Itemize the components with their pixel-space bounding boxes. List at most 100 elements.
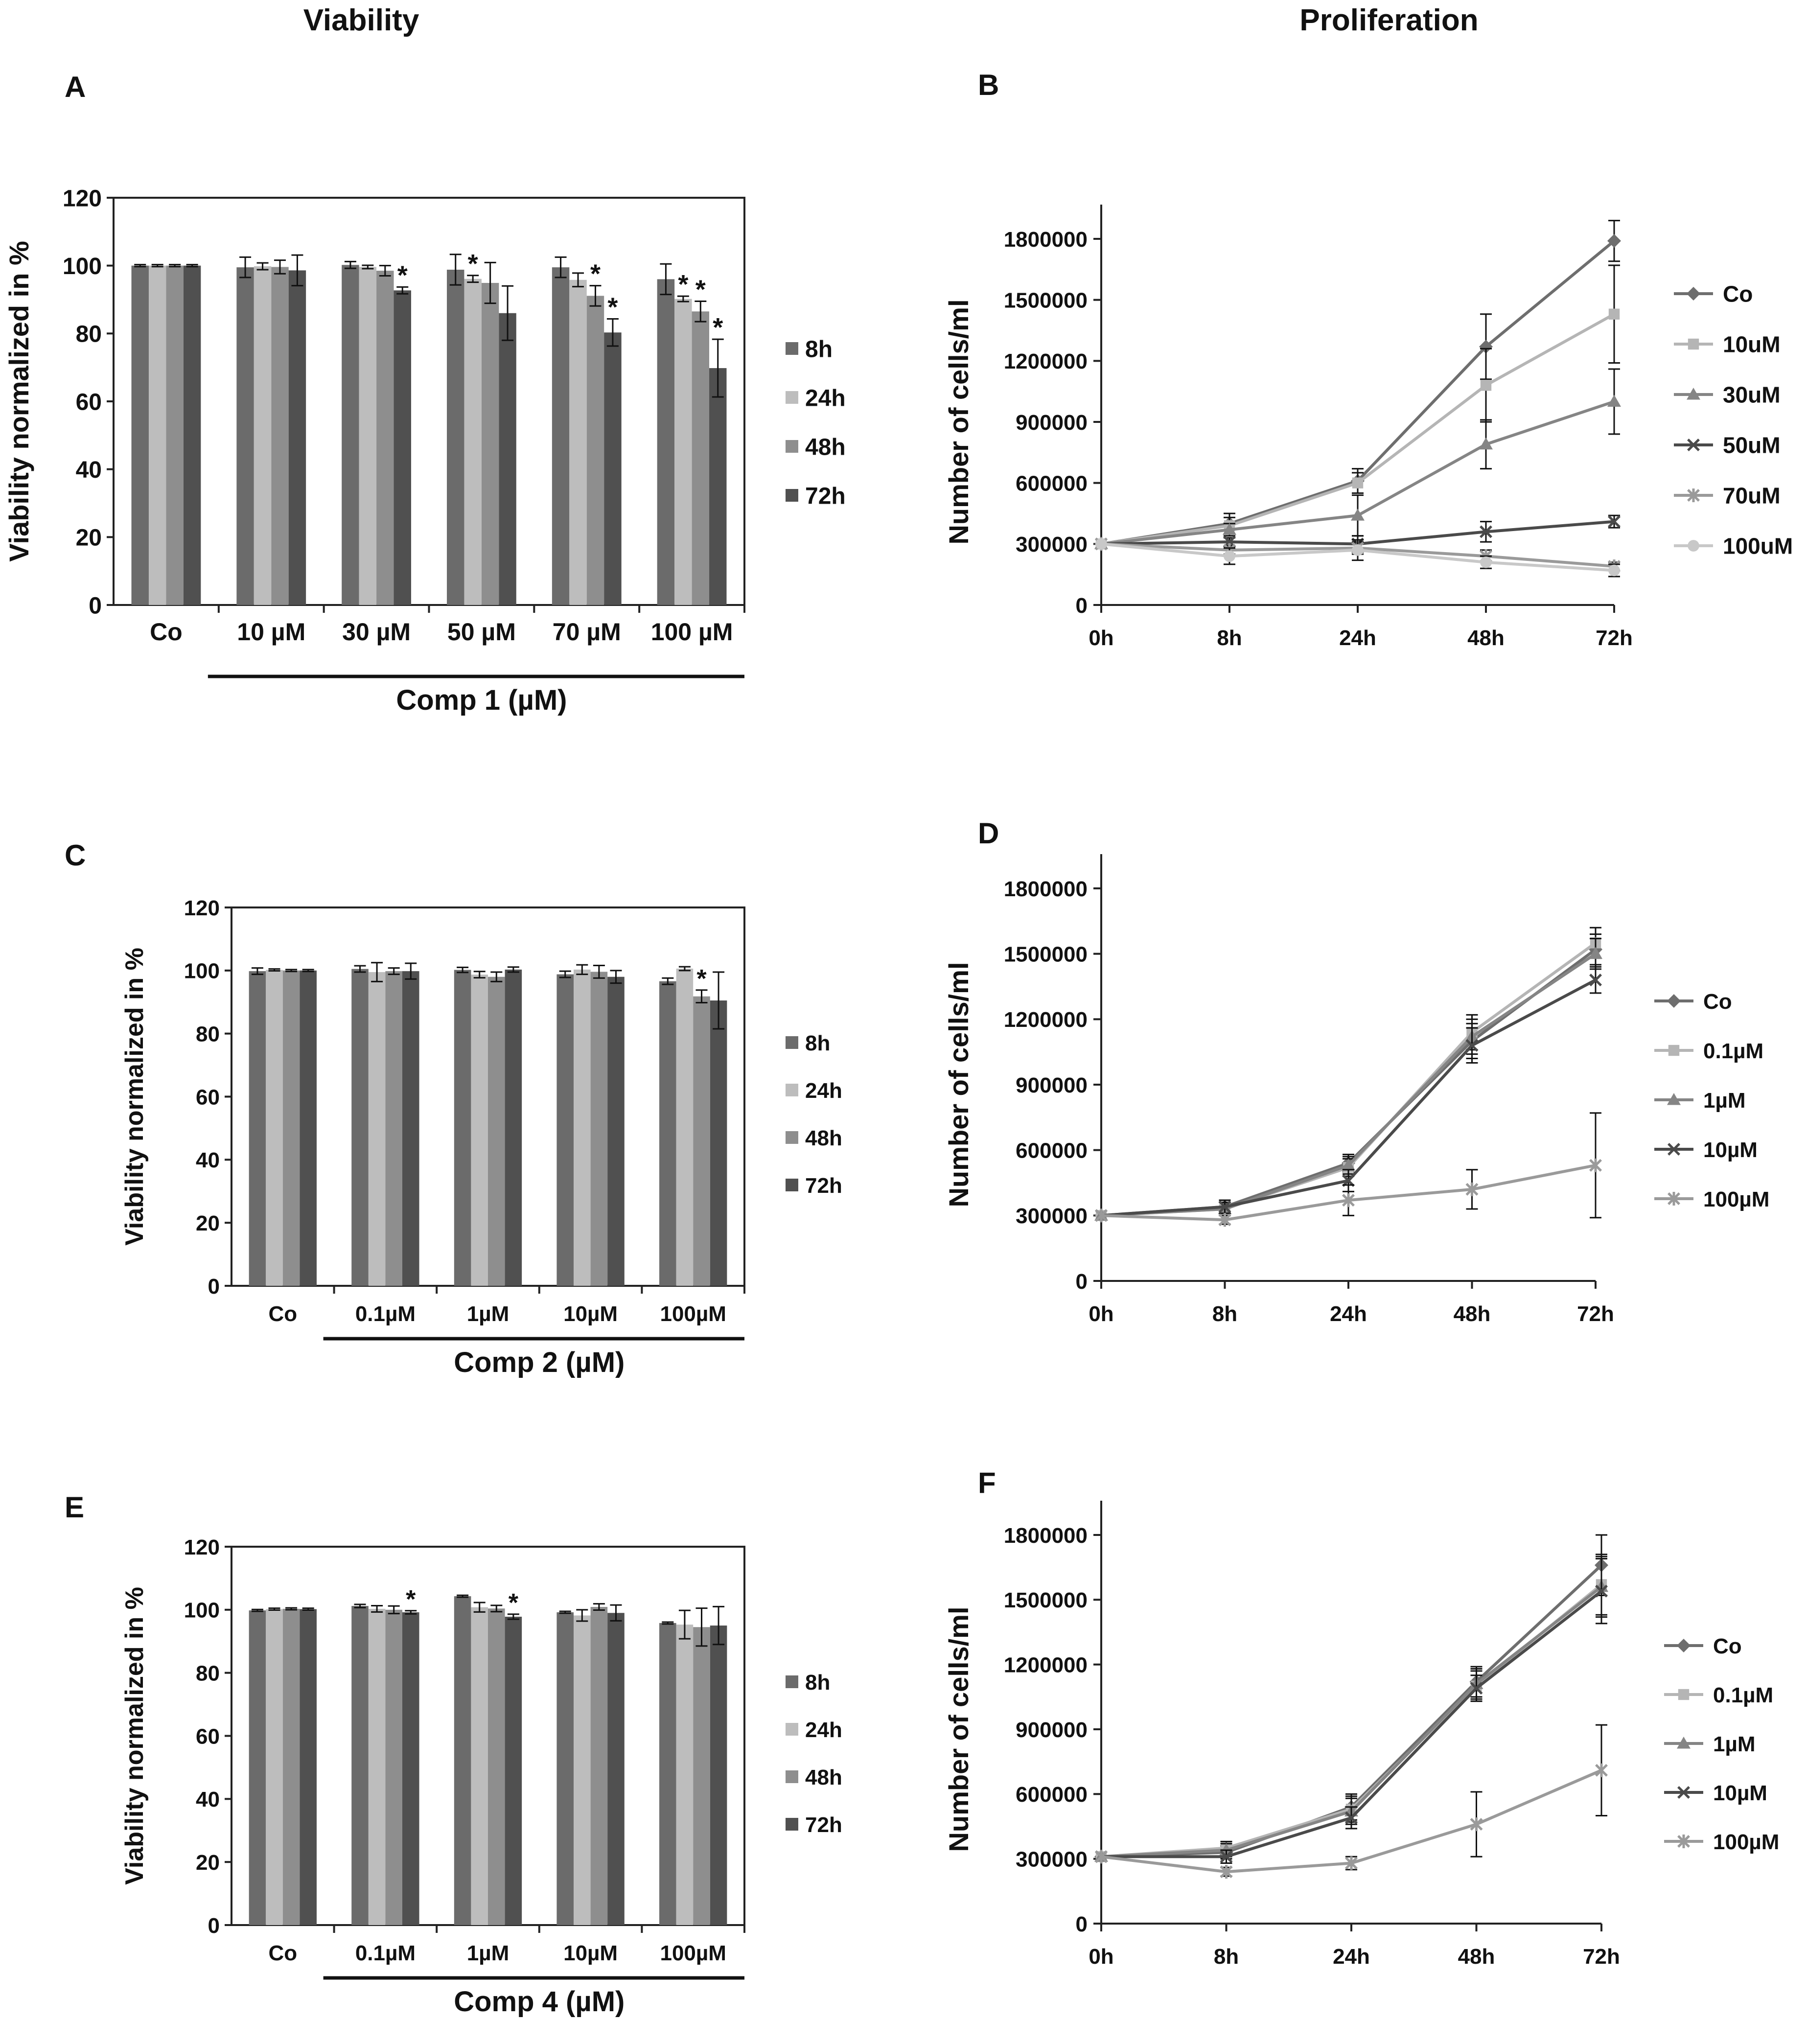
category-label: 10 µM: [237, 618, 305, 646]
diamond-marker: [1479, 340, 1493, 354]
bar: [505, 969, 522, 1286]
legend-label: 24h: [805, 1718, 842, 1742]
bar: [249, 1610, 266, 1925]
proliferation-header: Proliferation: [1299, 3, 1478, 37]
x-tick-label: 48h: [1458, 1945, 1495, 1969]
bar: [368, 972, 386, 1286]
bar: [659, 1623, 676, 1925]
bar: [454, 1596, 471, 1925]
bar: [447, 269, 464, 605]
significance-marker: *: [468, 249, 478, 279]
triangle-marker: [1223, 523, 1236, 535]
bar: [166, 265, 184, 605]
legend-label: 48h: [805, 434, 846, 460]
bar: [590, 1607, 608, 1925]
category-label: Co: [268, 1302, 297, 1326]
panel-c-bar-chart: 0 20 40 60 80 100 120 Viability normalized in %…: [120, 896, 842, 1378]
bar: [351, 1606, 369, 1925]
category-label: 100µM: [660, 1941, 726, 1965]
significance-marker: *: [590, 259, 601, 289]
legend-label: 100uM: [1723, 534, 1793, 559]
triangle-marker: [1667, 1093, 1681, 1105]
x-tick-label: 0h: [1089, 1302, 1113, 1326]
y-tick-label: 0: [208, 1914, 220, 1938]
y-axis-label: Viability normalized in %: [120, 1587, 149, 1885]
significance-marker: *: [509, 1589, 519, 1617]
y-tick-label: 1800000: [1004, 228, 1088, 252]
panel-label-a: A: [65, 70, 86, 103]
x-marker: [1480, 525, 1492, 538]
y-tick-label: 600000: [1016, 1783, 1088, 1807]
bar: [183, 265, 201, 605]
bar: [569, 279, 587, 605]
x-tick-label: 48h: [1454, 1302, 1491, 1326]
y-tick-label: 40: [196, 1148, 220, 1172]
circle-marker: [1095, 538, 1107, 550]
significance-marker: *: [713, 313, 723, 342]
x-marker: [1668, 1143, 1680, 1156]
x-marker: [1677, 1786, 1690, 1799]
bar: [607, 1613, 625, 1925]
legend-swatch: [786, 489, 798, 502]
y-tick-label: 100: [63, 254, 102, 279]
legend-swatch: [786, 342, 798, 355]
y-tick-label: 100: [184, 1599, 220, 1623]
significance-marker: *: [695, 275, 706, 304]
bar: [359, 267, 377, 605]
panel-label-e: E: [65, 1491, 84, 1524]
y-axis-label: Number of cells/ml: [943, 962, 974, 1207]
y-tick-label: 900000: [1016, 411, 1088, 435]
legend-label: 8h: [805, 1671, 830, 1695]
y-tick-label: 60: [196, 1724, 220, 1748]
bar: [574, 969, 591, 1286]
legend-label: 0.1µM: [1703, 1039, 1763, 1063]
y-tick-label: 300000: [1016, 1848, 1088, 1872]
bar: [505, 1617, 522, 1925]
category-label: Co: [150, 618, 183, 646]
y-tick-label: 60: [196, 1085, 220, 1109]
y-tick-label: 60: [76, 389, 102, 415]
diamond-marker: [1677, 1639, 1691, 1652]
bar: [574, 1615, 591, 1925]
x-tick-label: 48h: [1467, 626, 1505, 650]
legend-label: 48h: [805, 1126, 842, 1150]
circle-marker: [1608, 564, 1620, 577]
y-tick-label: 0: [1076, 1270, 1088, 1294]
x-tick-label: 24h: [1330, 1302, 1367, 1326]
legend-label: Co: [1723, 281, 1753, 307]
bar: [402, 971, 419, 1286]
panel-label-c: C: [65, 839, 86, 872]
bar: [471, 1607, 488, 1925]
bar: [657, 279, 675, 605]
y-tick-label: 600000: [1016, 1139, 1088, 1163]
bar: [402, 1612, 419, 1925]
x-marker: [1470, 1682, 1483, 1695]
y-axis-label: Number of cells/ml: [943, 299, 974, 544]
x-marker: [1608, 515, 1621, 528]
bar: [394, 290, 411, 605]
bar: [368, 1608, 386, 1925]
category-label: 1µM: [467, 1941, 509, 1965]
legend-swatch: [786, 1179, 798, 1191]
y-axis-label: Viability normalized in %: [3, 241, 34, 562]
panel-label-f: F: [978, 1466, 996, 1499]
legend-label: 72h: [805, 483, 846, 509]
y-tick-label: 600000: [1016, 472, 1088, 496]
y-tick-label: 1200000: [1004, 1653, 1088, 1677]
panel-e-bar-chart: 0 20 40 60 80 100 120 Viability normalized in %…: [120, 1535, 842, 2018]
y-tick-label: 100: [184, 959, 220, 983]
legend-label: 1µM: [1703, 1089, 1745, 1113]
legend-label: 100µM: [1713, 1830, 1779, 1854]
y-tick-label: 0: [1076, 594, 1088, 618]
legend-swatch: [786, 1036, 798, 1049]
category-label: 0.1µM: [355, 1941, 416, 1965]
legend-label: 1µM: [1713, 1732, 1755, 1756]
plot-frame: [113, 197, 745, 606]
bar: [488, 1608, 505, 1925]
bar: [254, 266, 272, 605]
triangle-marker: [1607, 395, 1621, 407]
diamond-marker: [1607, 234, 1621, 248]
significance-marker: *: [406, 1585, 416, 1614]
bar: [676, 968, 694, 1286]
